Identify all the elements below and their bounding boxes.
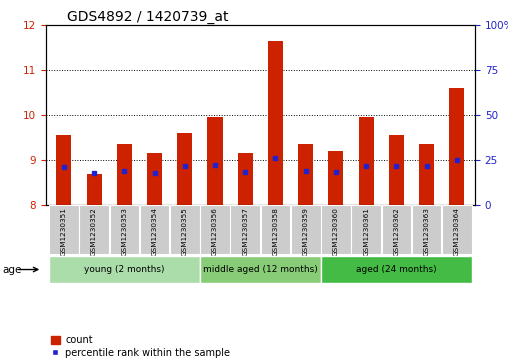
Bar [49,256,200,284]
Bar [268,41,283,205]
Bar [449,88,464,205]
Bar [140,205,169,254]
Bar [321,205,351,254]
Bar [352,205,381,254]
Bar [442,205,471,254]
Text: GSM1230358: GSM1230358 [272,208,278,256]
Bar [56,135,72,205]
Text: GSM1230356: GSM1230356 [212,208,218,256]
Bar [291,205,321,254]
Bar [200,205,230,254]
Text: GSM1230357: GSM1230357 [242,208,248,256]
Text: young (2 months): young (2 months) [84,265,165,274]
Bar [207,117,223,205]
Bar [321,256,471,284]
Bar [359,117,374,205]
Bar [170,205,200,254]
Text: GSM1230362: GSM1230362 [393,208,399,256]
Bar [49,205,79,254]
Bar [238,154,253,205]
Bar [412,205,441,254]
Bar [261,205,290,254]
Bar [177,133,193,205]
Text: GSM1230364: GSM1230364 [454,208,460,256]
Text: GSM1230360: GSM1230360 [333,208,339,256]
Text: GSM1230359: GSM1230359 [303,208,309,256]
Text: GDS4892 / 1420739_at: GDS4892 / 1420739_at [67,11,229,24]
Text: GSM1230353: GSM1230353 [121,208,128,256]
Text: GSM1230355: GSM1230355 [182,208,188,256]
Text: age: age [3,265,22,274]
Text: middle aged (12 months): middle aged (12 months) [203,265,318,274]
Bar [86,174,102,205]
Legend: count, percentile rank within the sample: count, percentile rank within the sample [51,335,230,358]
Bar [298,144,313,205]
Text: GSM1230351: GSM1230351 [61,208,67,256]
Text: GSM1230352: GSM1230352 [91,208,97,256]
Bar [79,205,109,254]
Bar [231,205,260,254]
Bar [419,144,434,205]
Bar [147,154,162,205]
Bar [200,256,321,284]
Text: GSM1230363: GSM1230363 [424,208,430,256]
Bar [110,205,139,254]
Bar [328,151,343,205]
Text: GSM1230354: GSM1230354 [151,208,157,256]
Bar [382,205,411,254]
Text: aged (24 months): aged (24 months) [356,265,437,274]
Text: GSM1230361: GSM1230361 [363,208,369,256]
Bar [117,144,132,205]
Bar [389,135,404,205]
